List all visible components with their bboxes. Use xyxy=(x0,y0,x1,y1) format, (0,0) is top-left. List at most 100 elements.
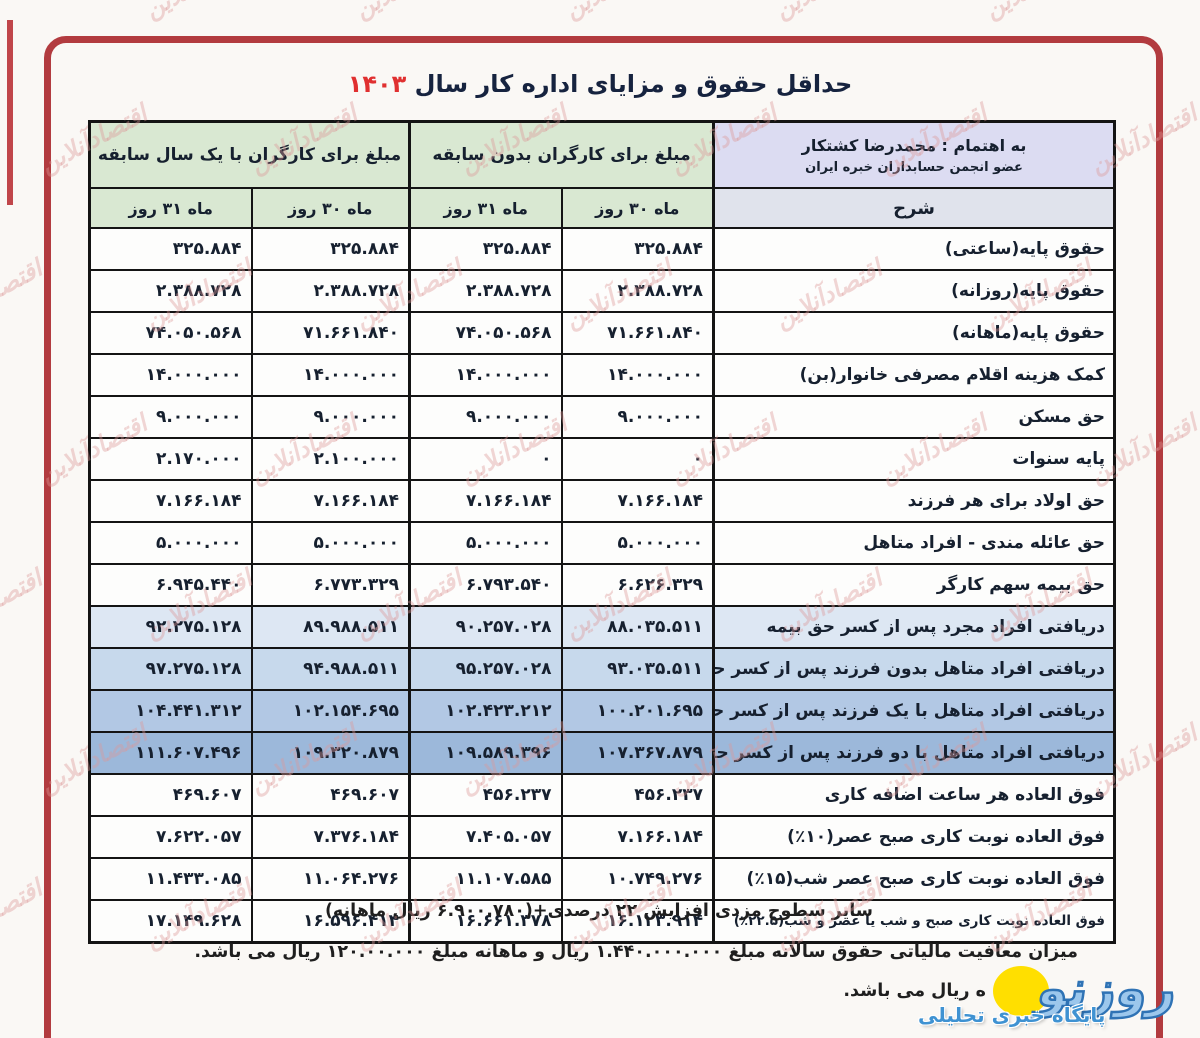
value-cell: ۳۲۵.۸۸۴ xyxy=(88,227,253,271)
page-title-text: حداقل حقوق و مزایای اداره کار سال xyxy=(414,70,853,98)
row-label: فوق العاده نوبت کاری صبح عصر شب(۱۵٪) xyxy=(712,857,1116,901)
value-cell: ۹۳.۰۳۵.۵۱۱ xyxy=(560,647,715,691)
value-cell: ۹۷.۲۷۵.۱۲۸ xyxy=(88,647,253,691)
author-cell: به اهتمام : محمدرضا کشتکار عضو انجمن حسا… xyxy=(712,120,1116,189)
value-cell: ۸۸.۰۳۵.۵۱۱ xyxy=(560,605,715,649)
row-label: فوق العاده نوبت کاری صبح و شب یا عصر و ش… xyxy=(712,899,1116,944)
watermark-text: اقتصادآنلاین xyxy=(0,564,47,644)
value-cell: ۱۴.۰۰۰.۰۰۰ xyxy=(250,353,411,397)
value-cell: ۷.۳۷۶.۱۸۴ xyxy=(250,815,411,859)
value-cell: ۱۱۱.۶۰۷.۴۹۶ xyxy=(88,731,253,775)
table-body: حقوق پایه(ساعتی) ۳۲۵.۸۸۴ ۳۲۵.۸۸۴ ۳۲۵.۸۸۴ ۳۲۵… xyxy=(88,227,1116,944)
author-line2: عضو انجمن حسابداران خبره ایران xyxy=(805,159,1023,175)
watermark-text: اقتصادآنلاین xyxy=(0,254,47,334)
value-cell: ۱۷.۱۴۹.۶۲۸ xyxy=(88,899,253,944)
table-row: دریافتی افراد مجرد پس از کسر حق بیمه ۸۸.۰… xyxy=(88,605,1116,649)
value-cell: ۵.۰۰۰.۰۰۰ xyxy=(407,521,563,565)
value-cell: ۱۰۰.۲۰۱.۶۹۵ xyxy=(560,689,715,733)
value-cell: ۵.۰۰۰.۰۰۰ xyxy=(250,521,411,565)
value-cell: ۵.۰۰۰.۰۰۰ xyxy=(560,521,715,565)
row-label: دریافتی افراد متاهل بدون فرزند پس از کسر… xyxy=(712,647,1116,691)
table-row: حقوق پایه(ماهانه) ۷۱.۶۶۱.۸۴۰ ۷۴.۰۵۰.۵۶۸ ۷۱.… xyxy=(88,311,1116,355)
logo-tagline: پایگاه خبری تحلیلی xyxy=(918,1003,1106,1027)
value-cell: ۱۶.۶۶۱.۳۷۸ xyxy=(407,899,563,944)
row-label: حق عائله مندی - افراد متاهل xyxy=(712,521,1116,565)
table-row: فوق العاده هر ساعت اضافه کاری ۴۵۶.۲۳۷ ۴۵۶.… xyxy=(88,773,1116,817)
value-cell: ۶.۷۹۳.۵۴۰ xyxy=(407,563,563,607)
table-row: حق عائله مندی - افراد متاهل ۵.۰۰۰.۰۰۰ ۵.۰۰… xyxy=(88,521,1116,565)
group-header-one-year: مبلغ برای کارگران با یک سال سابقه xyxy=(88,120,411,189)
value-cell: ۲.۳۸۸.۷۲۸ xyxy=(88,269,253,313)
row-label: حقوق پایه(ساعتی) xyxy=(712,227,1116,271)
row-label: فوق العاده نوبت کاری صبح عصر(۱۰٪) xyxy=(712,815,1116,859)
value-cell: ۹.۰۰۰.۰۰۰ xyxy=(88,395,253,439)
table-row: فوق العاده نوبت کاری صبح و شب یا عصر و ش… xyxy=(88,899,1116,944)
value-cell: ۰ xyxy=(560,437,715,481)
column-header-description: شرح xyxy=(712,187,1116,229)
value-cell: ۱۱.۴۳۳.۰۸۵ xyxy=(88,857,253,901)
watermark-text: اقتصادآنلاین xyxy=(560,0,676,24)
column-header-month30-oneyear: ماه ۳۰ روز xyxy=(250,187,411,229)
table-row: پایه سنوات ۰ ۰ ۲.۱۰۰.۰۰۰ ۲.۱۷۰.۰۰۰ xyxy=(88,437,1116,481)
row-label: فوق العاده هر ساعت اضافه کاری xyxy=(712,773,1116,817)
table-row: کمک هزینه اقلام مصرفی خانوار(بن) ۱۴.۰۰۰.۰… xyxy=(88,353,1116,397)
wage-table: به اهتمام : محمدرضا کشتکار عضو انجمن حسا… xyxy=(88,120,1117,944)
value-cell: ۶.۹۴۵.۴۴۰ xyxy=(88,563,253,607)
row-label: حقوق پایه(روزانه) xyxy=(712,269,1116,313)
watermark-text: اقتصادآنلاین xyxy=(0,874,47,954)
row-label: دریافتی افراد مجرد پس از کسر حق بیمه xyxy=(712,605,1116,649)
value-cell: ۷۴.۰۵۰.۵۶۸ xyxy=(88,311,253,355)
value-cell: ۱۰.۷۴۹.۲۷۶ xyxy=(560,857,715,901)
value-cell: ۲.۳۸۸.۷۲۸ xyxy=(560,269,715,313)
value-cell: ۲.۱۰۰.۰۰۰ xyxy=(250,437,411,481)
table-row: حقوق پایه(ساعتی) ۳۲۵.۸۸۴ ۳۲۵.۸۸۴ ۳۲۵.۸۸۴ ۳۲۵… xyxy=(88,227,1116,271)
row-label: پایه سنوات xyxy=(712,437,1116,481)
row-label: دریافتی افراد متاهل با یک فرزند پس از کس… xyxy=(712,689,1116,733)
value-cell: ۷۴.۰۵۰.۵۶۸ xyxy=(407,311,563,355)
table-row: حق مسکن ۹.۰۰۰.۰۰۰ ۹.۰۰۰.۰۰۰ ۹.۰۰۰.۰۰۰ ۹.۰۰۰.… xyxy=(88,395,1116,439)
value-cell: ۱۱.۱۰۷.۵۸۵ xyxy=(407,857,563,901)
value-cell: ۱۱.۰۶۴.۲۷۶ xyxy=(250,857,411,901)
value-cell: ۱۰۲.۱۵۴.۶۹۵ xyxy=(250,689,411,733)
group-header-row: به اهتمام : محمدرضا کشتکار عضو انجمن حسا… xyxy=(88,120,1116,189)
value-cell: ۱۰۹.۵۸۹.۳۹۶ xyxy=(407,731,563,775)
footnote-wage-increase: سایر سطوح مزدی افزایش ۲۲ درصدی+(۶.۹۰۰.۷۸… xyxy=(324,901,873,921)
column-header-month30-noexp: ماه ۳۰ روز xyxy=(560,187,715,229)
value-cell: ۳۲۵.۸۸۴ xyxy=(560,227,715,271)
value-cell: ۲.۱۷۰.۰۰۰ xyxy=(88,437,253,481)
row-label: دریافتی افراد متاهل با دو فرزند پس از کس… xyxy=(712,731,1116,775)
footnote-rial-note-partial: ه ریال می باشد. xyxy=(843,981,986,1001)
value-cell: ۳۲۵.۸۸۴ xyxy=(250,227,411,271)
red-frame-border xyxy=(44,36,1163,1038)
value-cell: ۶.۷۷۳.۳۲۹ xyxy=(250,563,411,607)
value-cell: ۹.۰۰۰.۰۰۰ xyxy=(560,395,715,439)
table-row: حق بیمه سهم کارگر ۶.۶۲۶.۳۲۹ ۶.۷۹۳.۵۴۰ ۶.۷۷۳… xyxy=(88,563,1116,607)
row-label: حق بیمه سهم کارگر xyxy=(712,563,1116,607)
table-row: دریافتی افراد متاهل با یک فرزند پس از کس… xyxy=(88,689,1116,733)
value-cell: ۲.۳۸۸.۷۲۸ xyxy=(407,269,563,313)
value-cell: ۹۴.۹۸۸.۵۱۱ xyxy=(250,647,411,691)
table-row: فوق العاده نوبت کاری صبح عصر(۱۰٪) ۷.۱۶۶.۱… xyxy=(88,815,1116,859)
value-cell: ۱۰۴.۴۴۱.۳۱۲ xyxy=(88,689,253,733)
value-cell: ۷.۴۰۵.۰۵۷ xyxy=(407,815,563,859)
value-cell: ۱۶.۱۲۳.۹۱۴ xyxy=(560,899,715,944)
value-cell: ۱۴.۰۰۰.۰۰۰ xyxy=(560,353,715,397)
value-cell: ۱۴.۰۰۰.۰۰۰ xyxy=(88,353,253,397)
logo-yellow-circle-icon xyxy=(993,966,1049,1016)
value-cell: ۱۰۷.۳۶۷.۸۷۹ xyxy=(560,731,715,775)
value-cell: ۱۶.۵۹۶.۴۱۴ xyxy=(250,899,411,944)
row-label: حقوق پایه(ماهانه) xyxy=(712,311,1116,355)
table-row: حق اولاد برای هر فرزند ۷.۱۶۶.۱۸۴ ۷.۱۶۶.۱۸۴… xyxy=(88,479,1116,523)
watermark-text: اقتصادآنلاین xyxy=(140,0,256,24)
value-cell: ۷.۱۶۶.۱۸۴ xyxy=(560,479,715,523)
value-cell: ۹.۰۰۰.۰۰۰ xyxy=(250,395,411,439)
value-cell: ۷.۶۲۲.۰۵۷ xyxy=(88,815,253,859)
value-cell: ۷.۱۶۶.۱۸۴ xyxy=(250,479,411,523)
group-header-no-experience: مبلغ برای کارگران بدون سابقه xyxy=(407,120,715,189)
value-cell: ۹۲.۲۷۵.۱۲۸ xyxy=(88,605,253,649)
table-row: حقوق پایه(روزانه) ۲.۳۸۸.۷۲۸ ۲.۳۸۸.۷۲۸ ۲.۳۸۸… xyxy=(88,269,1116,313)
value-cell: ۴۶۹.۶۰۷ xyxy=(88,773,253,817)
watermark-text: اقتصادآنلاین xyxy=(980,0,1096,24)
left-red-stripe xyxy=(7,20,13,205)
